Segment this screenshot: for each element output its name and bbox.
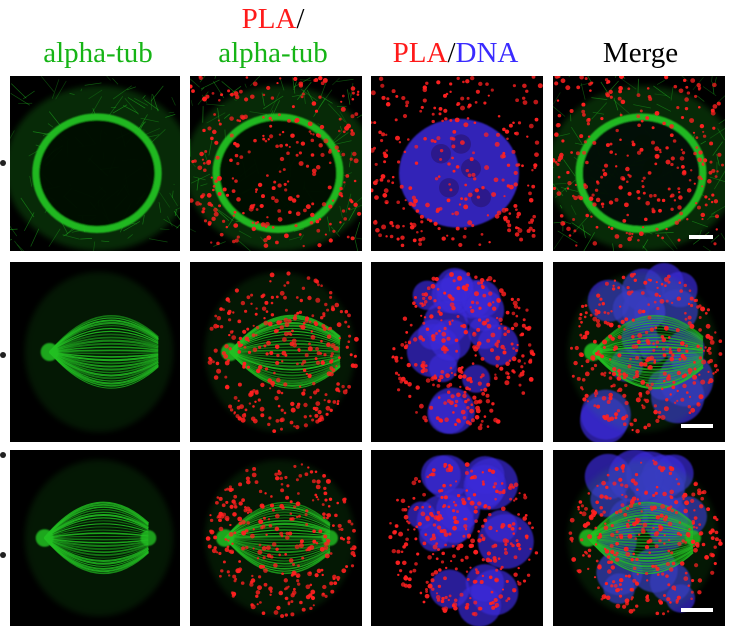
- micrograph-image: [371, 76, 543, 248]
- panel-pla-alpha-tub-row-1: [190, 76, 362, 251]
- micrograph-image: [190, 76, 362, 251]
- header-pla-dna: PLA/DNA: [368, 38, 543, 68]
- row-marker-3a: [0, 452, 6, 458]
- micrograph-image: [388, 455, 539, 626]
- header-slash: /: [296, 3, 305, 35]
- header-alpha-tub-text-2: alpha-tub: [218, 37, 328, 69]
- row-marker-2: [0, 352, 6, 358]
- micrograph-image: [205, 459, 357, 618]
- header-dna-text: DNA: [455, 37, 519, 69]
- panel-pla-dna-row-3: [371, 450, 543, 626]
- panel-pla-dna-row-2: [371, 262, 543, 442]
- micrograph-image: [391, 267, 536, 434]
- panel-merge-row-2: [553, 262, 725, 442]
- panel-merge-row-1: [553, 76, 725, 251]
- micrograph-image: [553, 76, 725, 251]
- scale-bar: [681, 424, 713, 428]
- scale-bar: [681, 608, 713, 612]
- header-pla-text: PLA: [241, 3, 297, 35]
- scale-bar: [689, 235, 713, 239]
- micrograph-image: [24, 272, 174, 432]
- micrograph-image: [568, 450, 723, 617]
- header-pla-alpha-tub: PLA/ alpha-tub: [188, 4, 358, 68]
- header-merge: Merge: [553, 38, 728, 68]
- header-alpha-tub: alpha-tub: [18, 38, 178, 68]
- panel-pla-alpha-tub-row-3: [190, 450, 362, 626]
- row-marker-3b: [0, 552, 6, 558]
- panel-alpha-tub-row-1: [10, 76, 180, 251]
- header-pla-text-2: PLA: [392, 37, 448, 69]
- header-slash-2: /: [447, 37, 456, 69]
- micrograph-image: [10, 76, 180, 251]
- micrograph-image: [568, 262, 723, 442]
- row-marker-1: [0, 160, 6, 166]
- header-merge-text: Merge: [602, 37, 679, 69]
- header-alpha-tub-text: alpha-tub: [43, 37, 153, 69]
- micrograph-image: [205, 271, 359, 433]
- panel-merge-row-3: [553, 450, 725, 626]
- micrograph-image: [24, 459, 174, 617]
- panel-pla-dna-row-1: [371, 76, 543, 251]
- panel-alpha-tub-row-2: [10, 262, 180, 442]
- panel-alpha-tub-row-3: [10, 450, 180, 626]
- panel-pla-alpha-tub-row-2: [190, 262, 362, 442]
